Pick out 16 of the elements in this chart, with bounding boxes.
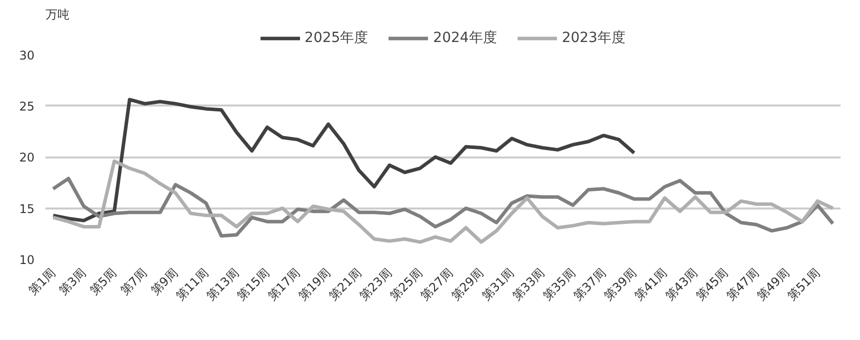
y-tick-label: 25 bbox=[19, 99, 35, 114]
line-series bbox=[51, 98, 636, 222]
legend-label: 2023年度 bbox=[562, 29, 626, 47]
y-axis-title: 万吨 bbox=[46, 8, 70, 22]
y-tick-label: 20 bbox=[19, 150, 35, 164]
legend-label: 2024年度 bbox=[433, 29, 497, 47]
line-series bbox=[51, 176, 835, 238]
y-tick-label: 30 bbox=[19, 48, 35, 62]
y-tick-label: 15 bbox=[19, 202, 35, 216]
x-tick-label: 第1周 bbox=[26, 266, 58, 298]
legend-label: 2025年度 bbox=[304, 29, 368, 47]
x-tick-label: 第5周 bbox=[86, 266, 120, 298]
y-tick-label: 10 bbox=[19, 253, 35, 267]
x-tick-label: 第3周 bbox=[56, 266, 89, 298]
x-tick-label: 第7周 bbox=[118, 266, 150, 298]
line-series bbox=[51, 159, 835, 244]
